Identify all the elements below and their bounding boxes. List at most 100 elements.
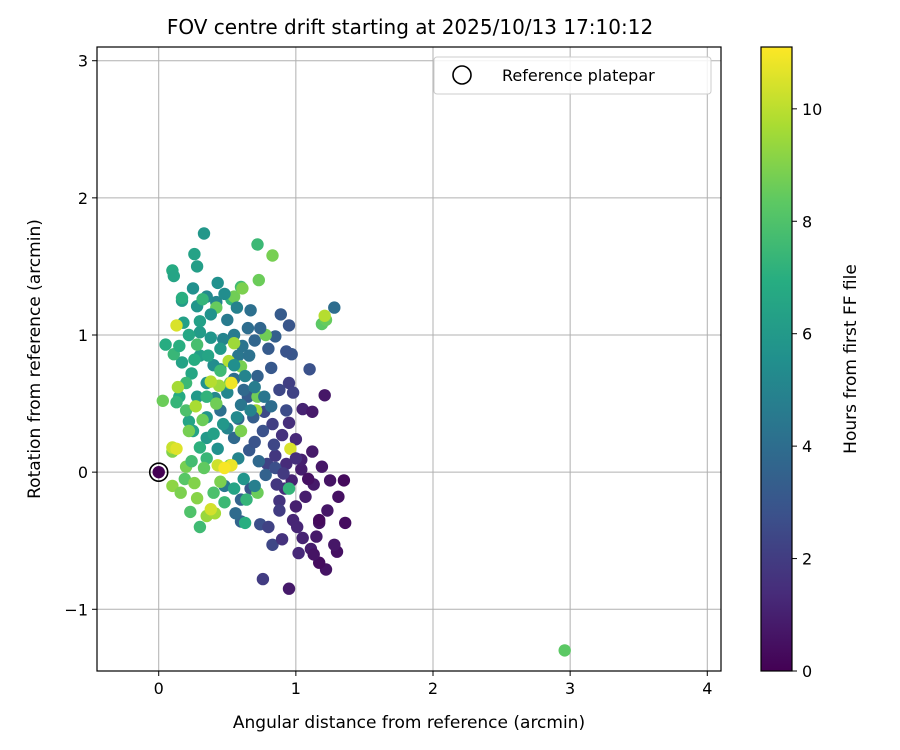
data-point [225, 376, 238, 390]
data-point [184, 505, 197, 519]
data-point [289, 433, 303, 446]
x-tick-label: 4 [702, 679, 712, 698]
x-axis-ticks: 0 1 2 3 4 [154, 671, 712, 698]
data-point [190, 492, 204, 505]
data-point [200, 452, 213, 465]
data-point [188, 476, 201, 490]
data-point [248, 479, 261, 493]
data-point [296, 531, 309, 545]
data-point [248, 380, 261, 394]
legend: Reference platepar [433, 56, 712, 95]
data-point [171, 380, 185, 394]
data-point [315, 460, 329, 473]
data-point [166, 479, 179, 493]
data-point [227, 359, 241, 372]
data-point [196, 413, 209, 427]
data-point [188, 247, 201, 261]
data-point [234, 398, 248, 412]
legend-box [433, 56, 712, 95]
data-point [282, 582, 296, 595]
y-axis-ticks: −1 0 1 2 3 [64, 52, 97, 619]
data-point [230, 411, 244, 424]
colorbar: 0 2 4 6 8 10 Hours from first FF file [760, 46, 861, 681]
data-point [229, 507, 242, 520]
y-axis-label: Rotation from reference (arcmin) [25, 219, 45, 499]
data-point [207, 427, 220, 440]
data-point [323, 474, 337, 487]
data-point [289, 452, 303, 465]
data-point [190, 390, 204, 403]
data-point [197, 227, 211, 240]
colorbar-tick-label: 8 [802, 212, 812, 231]
data-point [230, 301, 244, 314]
data-point [266, 417, 279, 431]
colorbar-frame [760, 46, 793, 672]
data-point [296, 402, 309, 416]
reference-ring [148, 462, 169, 482]
data-point [227, 290, 241, 303]
data-point [258, 390, 271, 403]
data-point [170, 319, 183, 332]
legend-label: Reference platepar [502, 66, 655, 85]
data-point [265, 400, 278, 413]
y-tick-label: 3 [78, 52, 88, 71]
data-point [211, 442, 224, 455]
colorbar-ticks: 0 2 4 6 8 10 [792, 100, 822, 681]
data-point [241, 321, 255, 335]
data-point [321, 504, 334, 517]
data-point [275, 533, 289, 546]
data-point [269, 449, 282, 462]
data-point [248, 435, 261, 449]
data-point [204, 308, 217, 321]
data-point [267, 438, 281, 451]
data-point [221, 386, 234, 399]
data-point [254, 321, 267, 335]
y-tick-label: 1 [78, 326, 88, 345]
data-point [280, 457, 293, 471]
data-point [252, 455, 265, 468]
data-point [193, 315, 207, 328]
data-point [318, 309, 331, 322]
x-tick-label: 2 [428, 679, 438, 698]
data-point [273, 383, 286, 397]
chart-title: FOV centre drift starting at 2025/10/13 … [167, 15, 653, 39]
data-point [238, 516, 252, 530]
reference-marker [148, 462, 169, 482]
data-point [265, 361, 278, 375]
data-point [193, 520, 207, 534]
data-point [273, 494, 286, 508]
data-point [214, 342, 227, 355]
data-point [182, 328, 196, 342]
data-point [175, 291, 189, 305]
data-point [284, 442, 297, 455]
data-point [289, 500, 303, 513]
data-point [302, 472, 315, 486]
data-point [286, 386, 300, 399]
data-points [156, 227, 571, 657]
data-point [193, 441, 207, 454]
colorbar-tick-label: 10 [802, 100, 822, 119]
data-point [262, 520, 275, 534]
data-point [227, 337, 241, 350]
data-point [179, 404, 193, 417]
data-point [280, 404, 293, 417]
data-point [299, 490, 312, 503]
data-point [196, 293, 209, 306]
data-point [558, 644, 571, 657]
data-point [170, 442, 183, 455]
x-tick-label: 1 [291, 679, 301, 698]
data-point [201, 349, 215, 362]
data-point [256, 572, 270, 586]
data-point [318, 389, 331, 402]
data-point [328, 538, 341, 551]
data-point [237, 472, 250, 486]
data-point [214, 475, 227, 488]
data-point [252, 273, 265, 287]
data-point [266, 538, 279, 551]
data-point [227, 482, 241, 495]
data-point [182, 424, 196, 438]
data-point [174, 486, 187, 499]
data-point [193, 326, 207, 339]
data-point [282, 376, 296, 390]
data-point [269, 330, 282, 343]
